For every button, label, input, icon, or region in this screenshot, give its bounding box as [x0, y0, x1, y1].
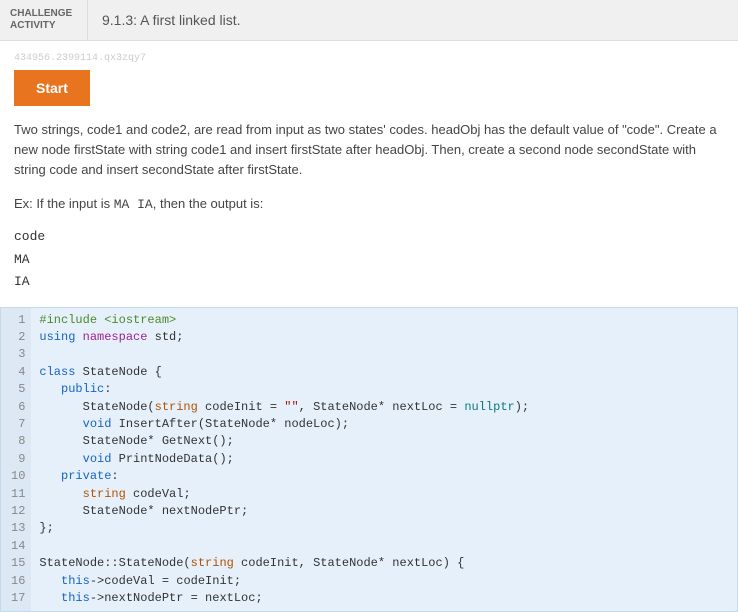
code-token: string [39, 487, 125, 501]
activity-title: 9.1.3: A first linked list. [88, 0, 255, 40]
challenge-label-line1: CHALLENGE [10, 8, 77, 20]
hash-code: 434956.2399114.qx3zqy7 [0, 41, 738, 70]
code-token: string [191, 556, 234, 570]
code-token: using [39, 330, 75, 344]
line-number: 15 [11, 555, 25, 572]
line-number: 17 [11, 590, 25, 607]
instructions-text: Two strings, code1 and code2, are read f… [0, 120, 738, 186]
code-token: StateNode { [75, 365, 161, 379]
expected-output: code MA IA [0, 218, 738, 306]
code-token: string [155, 400, 198, 414]
line-number: 1 [11, 312, 25, 329]
code-token: void [39, 452, 111, 466]
example-prefix: Ex: If the input is [14, 196, 114, 211]
start-button[interactable]: Start [14, 70, 90, 106]
code-token: public [39, 382, 104, 396]
line-number: 2 [11, 329, 25, 346]
line-number: 8 [11, 433, 25, 450]
line-number: 6 [11, 399, 25, 416]
line-number: 14 [11, 538, 25, 555]
line-number: 11 [11, 486, 25, 503]
line-number: 3 [11, 346, 25, 363]
code-editor[interactable]: 1234567891011121314151617 #include <iost… [0, 307, 738, 612]
challenge-label-line2: ACTIVITY [10, 20, 77, 32]
code-token: codeVal; [126, 487, 191, 501]
code-token: InsertAfter(StateNode* nodeLoc); [111, 417, 349, 431]
line-number: 5 [11, 381, 25, 398]
output-line: MA [14, 249, 724, 271]
code-body[interactable]: #include <iostream> using namespace std;… [31, 308, 737, 612]
header-bar: CHALLENGE ACTIVITY 9.1.3: A first linked… [0, 0, 738, 41]
code-token: ->codeVal = codeInit; [90, 574, 241, 588]
code-token: this [39, 591, 89, 605]
example-input: MA IA [114, 197, 153, 212]
code-token: StateNode::StateNode( [39, 556, 190, 570]
code-token: namespace [75, 330, 147, 344]
output-line: code [14, 226, 724, 248]
code-token: }; [39, 521, 53, 535]
challenge-activity-label: CHALLENGE ACTIVITY [0, 0, 88, 40]
code-token: : [111, 469, 118, 483]
code-token: , StateNode* nextLoc = [299, 400, 465, 414]
code-token: : [104, 382, 111, 396]
code-token: std; [147, 330, 183, 344]
example-line: Ex: If the input is MA IA, then the outp… [0, 186, 738, 218]
line-number: 12 [11, 503, 25, 520]
code-token: StateNode* nextNodePtr; [39, 504, 248, 518]
code-token: private [39, 469, 111, 483]
line-number: 10 [11, 468, 25, 485]
code-token: codeInit, StateNode* nextLoc) { [234, 556, 464, 570]
line-number: 13 [11, 520, 25, 537]
code-token: codeInit = [198, 400, 284, 414]
example-suffix: , then the output is: [153, 196, 264, 211]
line-number-gutter: 1234567891011121314151617 [1, 308, 31, 612]
line-number: 7 [11, 416, 25, 433]
code-token: PrintNodeData(); [111, 452, 233, 466]
code-token: ); [515, 400, 529, 414]
code-token: StateNode* GetNext(); [39, 434, 233, 448]
code-token: this [39, 574, 89, 588]
output-line: IA [14, 271, 724, 293]
code-token: #include <iostream> [39, 313, 176, 327]
line-number: 16 [11, 573, 25, 590]
line-number: 9 [11, 451, 25, 468]
code-token: class [39, 365, 75, 379]
code-token: ->nextNodePtr = nextLoc; [90, 591, 263, 605]
code-token: nullptr [464, 400, 514, 414]
code-token: StateNode( [39, 400, 154, 414]
code-token: "" [284, 400, 298, 414]
line-number: 4 [11, 364, 25, 381]
code-token: void [39, 417, 111, 431]
